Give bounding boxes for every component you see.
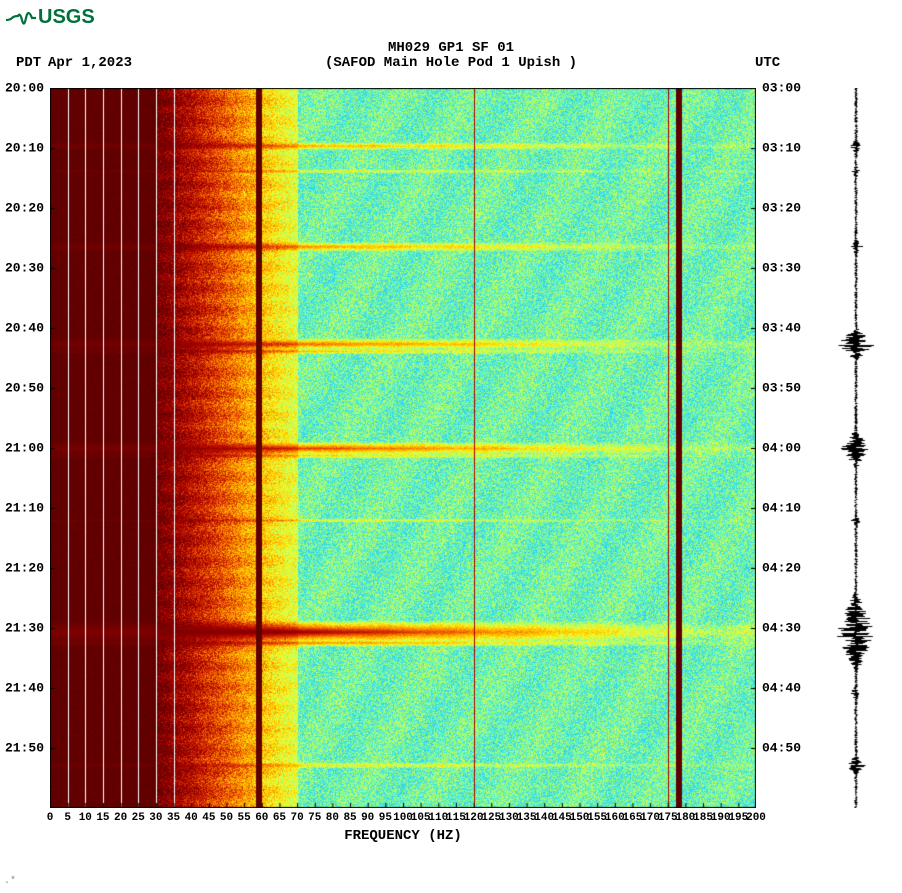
footer-mark: .* (4, 876, 16, 887)
chart-title-line1: MH029 GP1 SF 01 (388, 40, 514, 56)
ytick-left: 21:00 (5, 441, 44, 456)
xtick: 50 (220, 812, 233, 824)
timezone-right: UTC (755, 55, 780, 71)
ytick-right: 03:10 (762, 141, 801, 156)
ytick-left: 21:30 (5, 621, 44, 636)
waveform-canvas (832, 88, 880, 808)
ytick-left: 20:00 (5, 81, 44, 96)
ytick-left: 20:30 (5, 261, 44, 276)
usgs-wave-icon (6, 8, 36, 28)
ytick-right: 03:30 (762, 261, 801, 276)
ytick-right: 03:20 (762, 201, 801, 216)
ytick-right: 04:00 (762, 441, 801, 456)
waveform-sidebar (832, 88, 880, 808)
xtick: 15 (96, 812, 109, 824)
ytick-right: 04:20 (762, 561, 801, 576)
chart-title-line2: (SAFOD Main Hole Pod 1 Upish ) (325, 55, 577, 71)
spectrogram-plot: 20:0020:1020:2020:3020:4020:5021:0021:10… (50, 88, 756, 808)
xtick: 45 (202, 812, 215, 824)
ytick-left: 21:40 (5, 681, 44, 696)
ytick-right: 03:00 (762, 81, 801, 96)
xtick: 30 (149, 812, 162, 824)
ytick-left: 21:20 (5, 561, 44, 576)
xtick: 40 (185, 812, 198, 824)
ytick-right: 04:30 (762, 621, 801, 636)
xtick: 5 (64, 812, 71, 824)
xtick: 75 (308, 812, 321, 824)
timezone-left: PDT (16, 55, 41, 71)
x-axis-label: FREQUENCY (HZ) (344, 828, 462, 844)
ytick-right: 04:50 (762, 741, 801, 756)
ytick-left: 20:20 (5, 201, 44, 216)
date-label: Apr 1,2023 (48, 55, 132, 71)
ytick-right: 03:50 (762, 381, 801, 396)
xtick: 55 (238, 812, 251, 824)
ytick-right: 04:10 (762, 501, 801, 516)
ytick-right: 04:40 (762, 681, 801, 696)
usgs-logo-text: USGS (38, 6, 95, 29)
xtick: 80 (326, 812, 339, 824)
ytick-left: 20:40 (5, 321, 44, 336)
ytick-left: 20:50 (5, 381, 44, 396)
ytick-left: 20:10 (5, 141, 44, 156)
xtick: 35 (167, 812, 180, 824)
xtick: 60 (255, 812, 268, 824)
ytick-left: 21:50 (5, 741, 44, 756)
usgs-logo: USGS (6, 6, 95, 29)
spectrogram-canvas (50, 88, 756, 808)
xtick: 200 (746, 812, 766, 824)
xtick: 85 (343, 812, 356, 824)
xtick: 20 (114, 812, 127, 824)
ytick-right: 03:40 (762, 321, 801, 336)
xtick: 10 (79, 812, 92, 824)
xtick: 25 (132, 812, 145, 824)
ytick-left: 21:10 (5, 501, 44, 516)
xtick: 95 (379, 812, 392, 824)
xtick: 0 (47, 812, 54, 824)
xtick: 65 (273, 812, 286, 824)
xtick: 70 (290, 812, 303, 824)
xtick: 90 (361, 812, 374, 824)
